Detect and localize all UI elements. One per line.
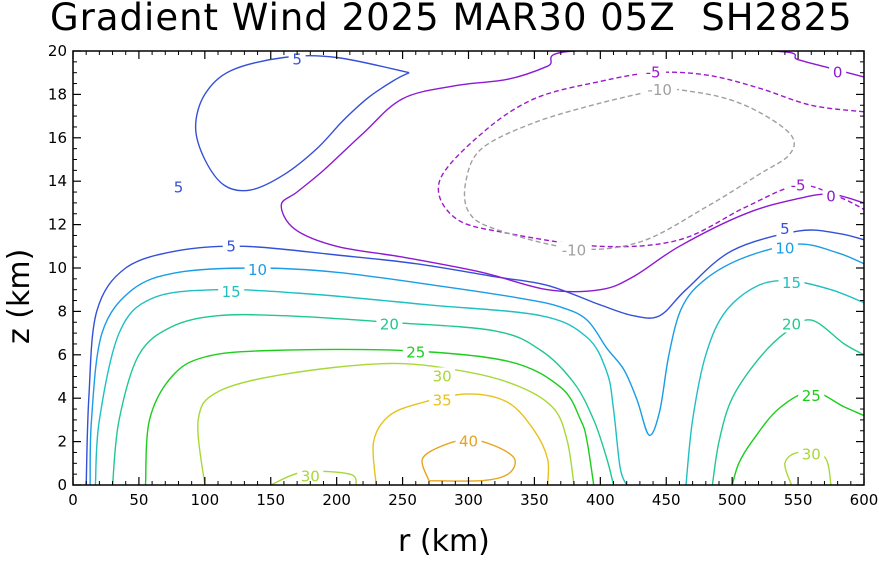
contour-label-35-0: 35 [433,391,452,409]
contour-label-15-1: 15 [782,274,801,292]
chart-title: Gradient Wind 2025 MAR30 05Z SH2825 [50,0,853,39]
contour-label--10-1: -10 [562,242,587,260]
contour-label-bg [822,187,840,205]
contour-label-10-0: 10 [248,261,267,279]
contour-line-level--5-0 [437,71,864,248]
x-tick-label: 300 [454,491,483,509]
contour-label--5-1: -5 [791,177,806,195]
x-tick-label: 200 [322,491,351,509]
contour-label-0-1: 0 [833,64,843,82]
contour-label-bg [169,178,187,196]
contour-label-20-0: 20 [380,315,399,333]
x-axis-ticks: 0 50 100 150 200 250 300 350 400 450 500 550 600 [68,51,878,509]
y-tick-label: 12 [48,216,67,234]
x-tick-label: 250 [388,491,417,509]
contour-label--5-0: -5 [646,64,661,82]
contour-line-level-30-1 [270,470,358,485]
contour-label-bg [778,315,805,333]
x-tick-label: 400 [586,491,615,509]
contour-label-bg [778,274,805,292]
x-tick-label: 350 [520,491,549,509]
contour-label-30-1: 30 [301,467,320,485]
contour-line-level-20-1 [711,319,864,485]
x-tick-label: 450 [652,491,681,509]
y-tick-label: 6 [57,346,67,364]
contour-label-bg [288,50,306,68]
contour-label-bg [829,63,847,81]
contour-label-bg [218,282,245,300]
contour-label-5-2: 5 [174,179,184,197]
contour-label-10-1: 10 [775,239,794,257]
contour-line-level--10-0 [463,87,795,251]
contour-label--10-0: -10 [647,81,672,99]
contour-label-bg [402,343,429,361]
contour-line-level-25-0 [144,348,595,485]
contour-label-bg [297,467,324,485]
contour-label-5-1: 5 [292,51,302,69]
contour-label-bg [455,432,482,450]
contour-line-level-5-0 [85,229,864,485]
contour-label-bg [798,445,825,463]
y-tick-label: 18 [48,85,67,103]
y-tick-label: 8 [57,302,67,320]
contour-label-bg [429,391,456,409]
y-tick-label: 4 [57,389,67,407]
contour-line-level-0-0 [280,51,864,293]
contour-line-level-15-1 [685,279,864,485]
contour-label-bg [222,237,240,255]
contour-line-level-35-0 [372,393,550,485]
contour-label-15-0: 15 [222,283,241,301]
contour-line-level-20-0 [111,313,615,485]
contour-label-bg [776,219,794,237]
y-tick-label: 10 [48,259,67,277]
contour-line-level-5-1 [194,55,410,192]
contour-label-bg [798,387,825,405]
contour-lines-group [85,51,864,485]
contour-label-25-1: 25 [802,387,821,405]
contour-line-level-15-0 [94,288,628,485]
contour-label-bg [642,81,678,99]
y-tick-label: 16 [48,129,67,147]
contour-label-bg [429,367,456,385]
contour-label-0-0: 0 [826,187,836,205]
contour-label-bg [771,239,798,257]
x-axis-label: r (km) [398,524,490,559]
contour-label-bg [376,315,403,333]
x-tick-label: 500 [718,491,747,509]
y-tick-label: 14 [48,172,67,190]
plot-frame [72,50,865,486]
x-tick-label: 600 [850,491,879,509]
contour-label-30-0: 30 [433,368,452,386]
y-tick-label: 20 [48,42,67,60]
x-tick-label: 100 [191,491,220,509]
contour-label-bg [556,241,592,259]
contour-line-level-30-0 [197,362,575,485]
contour-label-5-0: 5 [226,237,236,255]
contour-label-25-0: 25 [406,344,425,362]
contour-line-level-25-1 [731,390,864,485]
y-tick-label: 2 [57,433,67,451]
y-tick-label: 0 [57,476,67,494]
contour-label-5-3: 5 [780,220,790,238]
contour-label-bg [244,261,271,279]
x-tick-label: 50 [129,491,148,509]
x-tick-label: 150 [256,491,285,509]
contour-label-20-1: 20 [782,315,801,333]
contour-label-bg [640,63,667,81]
x-tick-label: 550 [784,491,813,509]
contour-label-bg [785,176,812,194]
contour-label-30-2: 30 [802,446,821,464]
contour-line-level-10-0 [89,243,864,485]
contour-label-40-0: 40 [459,433,478,451]
contour-line-level-40-0 [421,438,516,482]
contour-line-level-30-2 [784,451,832,485]
y-axis-ticks: 0 2 4 6 8 10 12 14 16 18 20 [48,42,864,494]
x-tick-label: 0 [68,491,78,509]
